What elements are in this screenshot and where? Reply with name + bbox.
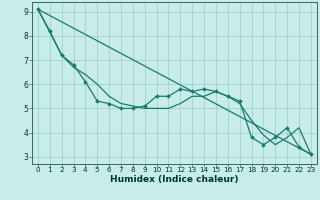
X-axis label: Humidex (Indice chaleur): Humidex (Indice chaleur) [110,175,239,184]
